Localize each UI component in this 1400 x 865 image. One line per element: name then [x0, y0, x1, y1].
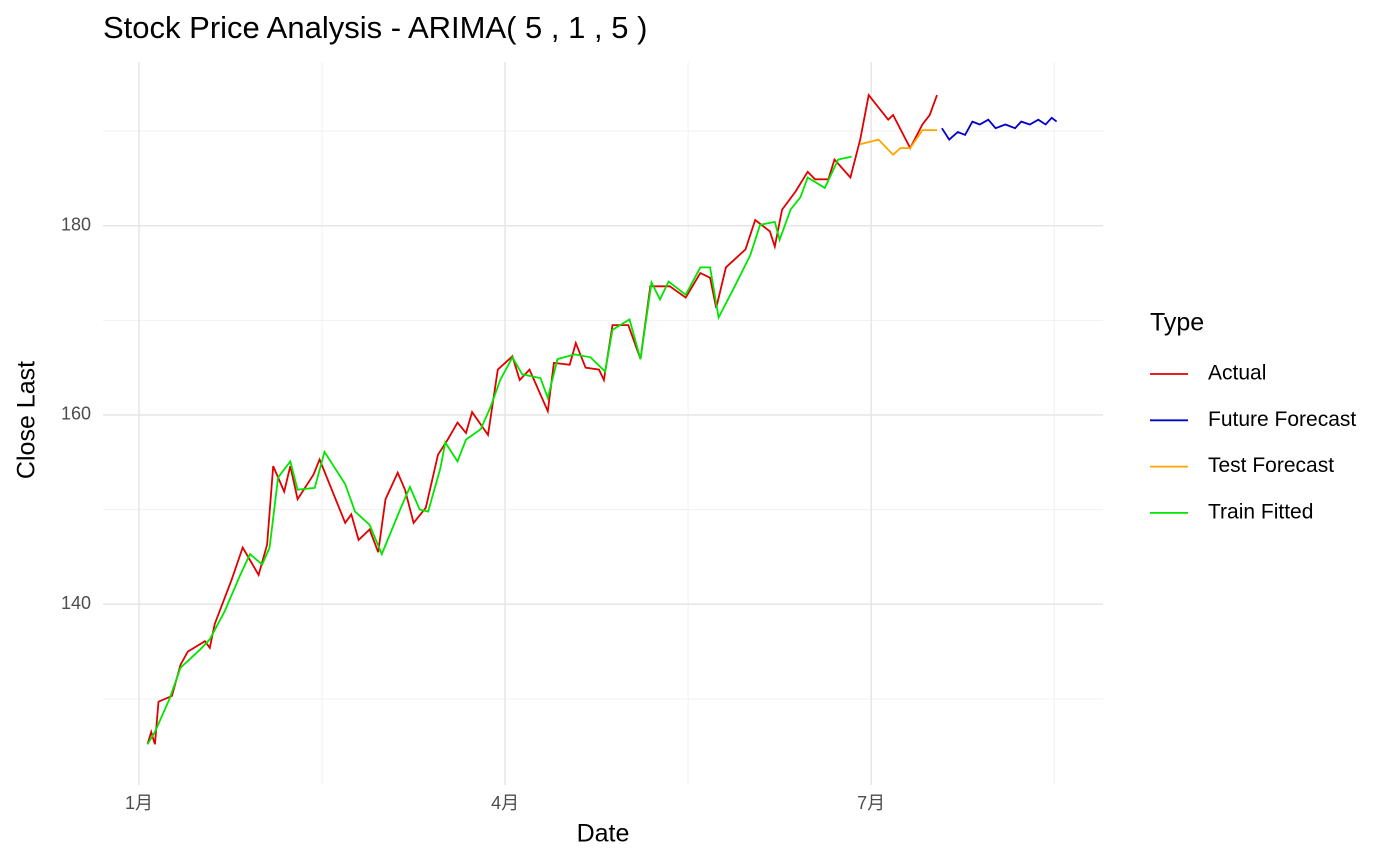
chart-title: Stock Price Analysis - ARIMA( 5 , 1 , 5 …	[103, 10, 647, 45]
grid	[103, 62, 1103, 785]
x-tick-label: 7月	[857, 793, 885, 813]
x-axis-label: Date	[577, 820, 630, 848]
legend-label: Actual	[1208, 362, 1266, 385]
x-tick-label: 4月	[491, 793, 519, 813]
legend-label: Train Fitted	[1208, 500, 1313, 523]
legend-title: Type	[1150, 309, 1204, 337]
y-axis-label: Close Last	[13, 361, 41, 479]
legend-label: Test Forecast	[1208, 454, 1334, 477]
legend-label: Future Forecast	[1208, 408, 1356, 431]
series-line	[859, 129, 937, 156]
y-tick-label: 140	[61, 593, 91, 613]
y-tick-label: 180	[61, 214, 91, 234]
series-line	[146, 93, 938, 745]
series-line	[941, 116, 1058, 141]
series-line	[146, 155, 852, 745]
x-tick-label: 1月	[125, 793, 153, 813]
y-tick-label: 160	[61, 404, 91, 424]
